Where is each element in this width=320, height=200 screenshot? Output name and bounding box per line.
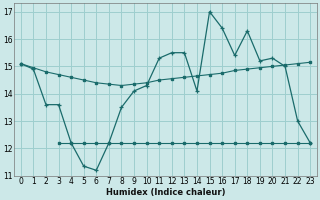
X-axis label: Humidex (Indice chaleur): Humidex (Indice chaleur) — [106, 188, 225, 197]
